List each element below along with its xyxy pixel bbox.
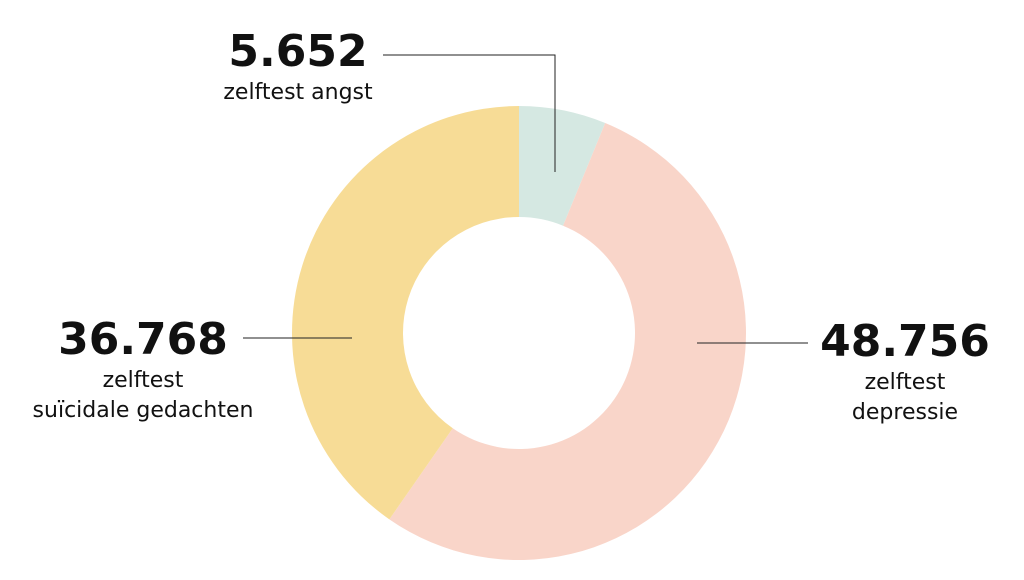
donut-segment [519, 106, 606, 226]
donut-segment [292, 106, 519, 520]
leader-line [383, 54, 556, 172]
value-label: 5.652 [228, 26, 368, 77]
category-label: zelftest depressie [851, 370, 959, 425]
category-label: zelftest angst [223, 80, 373, 105]
value-label: 48.756 [820, 316, 990, 367]
donut-segment [389, 123, 747, 561]
value-label: 36.768 [58, 314, 228, 365]
category-label: zelftest suïcidale gedachten [32, 368, 254, 423]
